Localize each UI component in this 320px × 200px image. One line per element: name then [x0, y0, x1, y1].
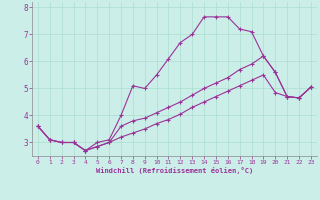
X-axis label: Windchill (Refroidissement éolien,°C): Windchill (Refroidissement éolien,°C): [96, 167, 253, 174]
